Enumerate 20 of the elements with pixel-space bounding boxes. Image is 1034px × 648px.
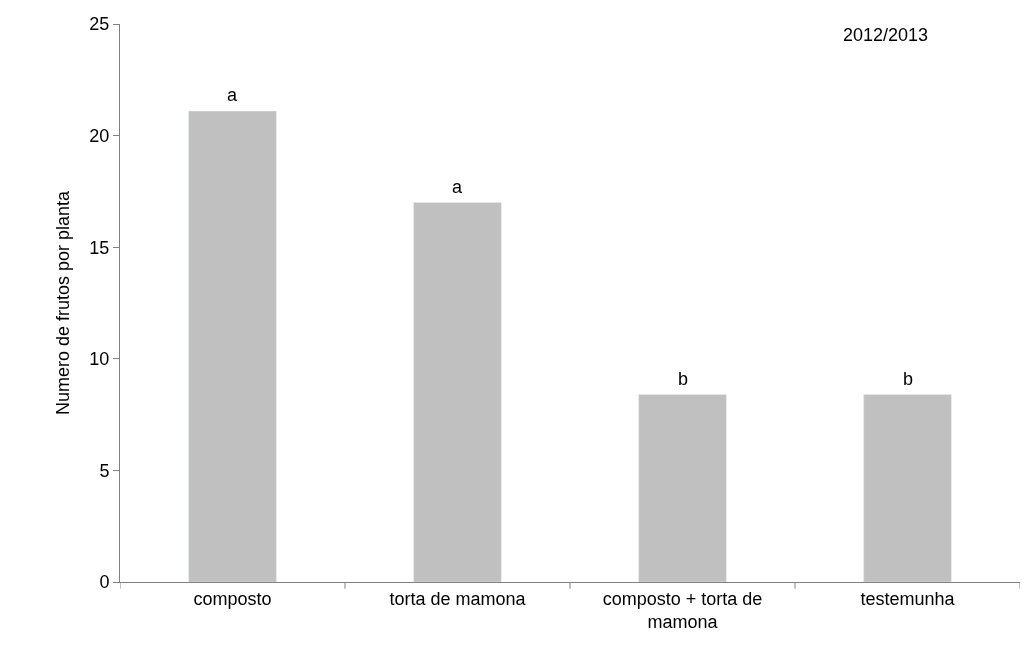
x-tick-label: composto + torta de mamona [602, 588, 763, 632]
x-tick-label: composto [193, 588, 272, 609]
y-tick-label: 5 [99, 460, 110, 481]
annotation: a [227, 85, 238, 105]
bar [638, 394, 727, 582]
x-tick-label: testemunha [860, 588, 956, 609]
bar [188, 110, 277, 582]
bar [863, 394, 952, 582]
x-tick-label: torta de mamona [389, 588, 527, 609]
annotation: b [678, 369, 689, 389]
y-tick-label: 0 [99, 572, 110, 593]
annotation: 2012/2013 [843, 25, 929, 45]
annotation: a [452, 177, 463, 197]
bar [413, 202, 502, 582]
y-tick-label: 15 [89, 237, 110, 258]
annotation: b [903, 369, 914, 389]
y-tick-label: 20 [89, 125, 110, 146]
y-tick-label: 25 [89, 14, 110, 35]
y-tick-label: 10 [89, 349, 110, 370]
y-axis-title: Numero de frutos por planta [52, 189, 73, 416]
